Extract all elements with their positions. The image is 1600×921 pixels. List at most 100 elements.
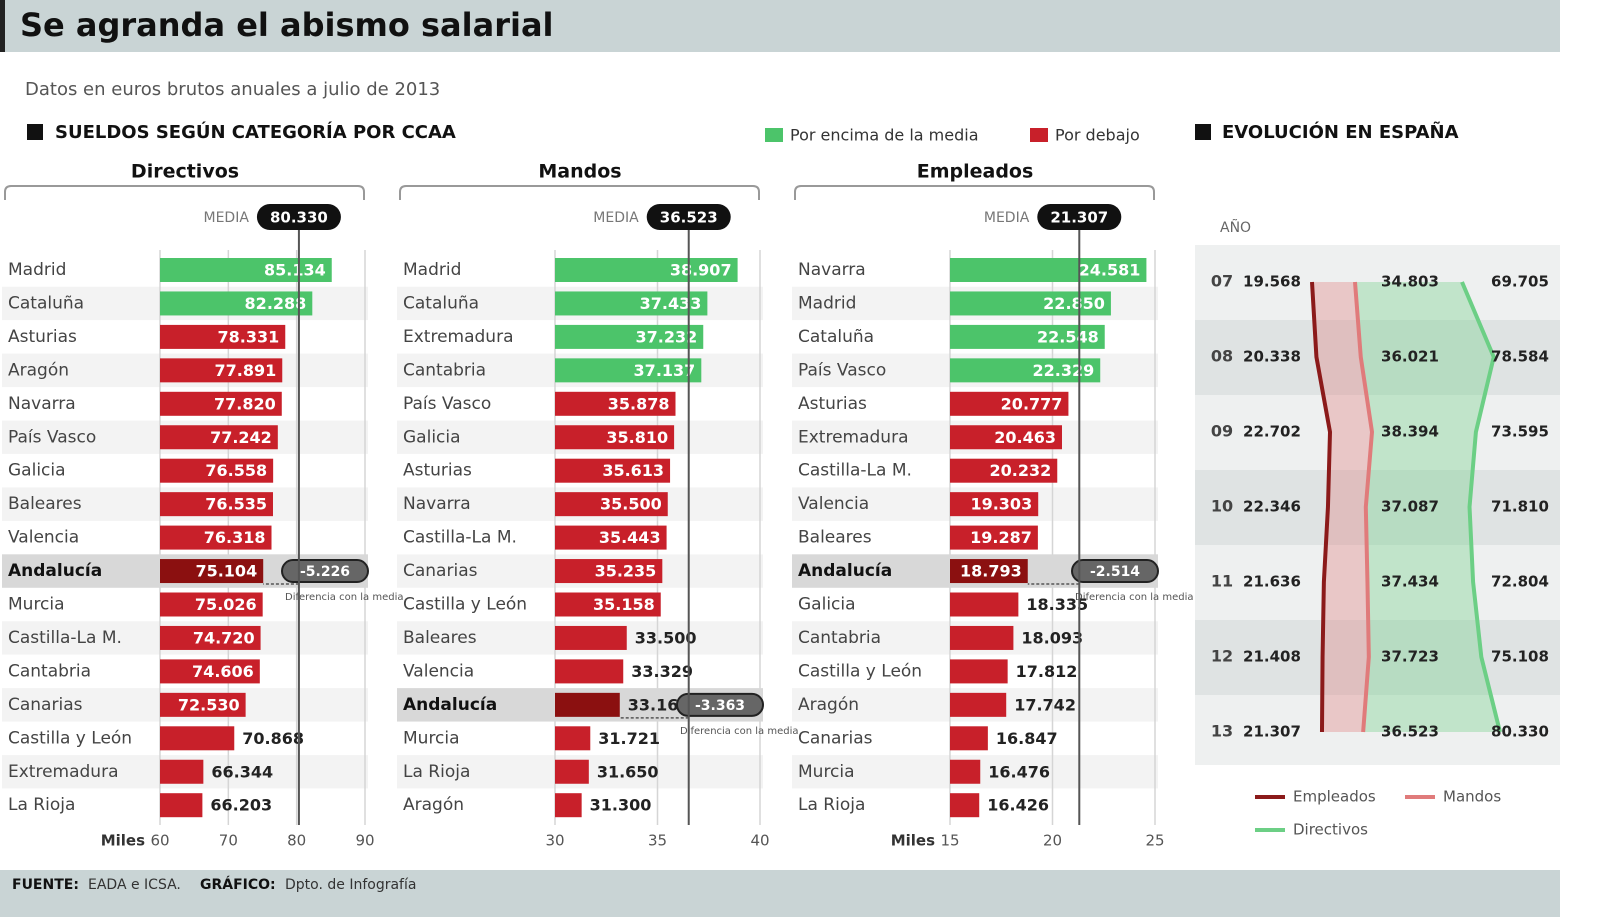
y-tick-label: 07 [1211, 272, 1233, 291]
category-label: Baleares [403, 628, 477, 648]
bar [160, 458, 274, 483]
category-label: País Vasco [798, 360, 886, 380]
category-label: Baleares [8, 494, 82, 514]
value-label: 35.613 [602, 461, 664, 480]
category-label: Navarra [798, 260, 866, 280]
value-label: 22.329 [1032, 361, 1094, 380]
legend-label: Empleados [1293, 788, 1376, 806]
series-line [1310, 281, 1333, 733]
category-label: Cantabria [8, 661, 91, 681]
category-label: Cataluña [403, 293, 479, 313]
value-label: 73.595 [1491, 423, 1549, 441]
category-label: Navarra [403, 494, 471, 514]
mean-label: 36.523 [660, 209, 718, 227]
x-tick-label: 40 [750, 832, 769, 850]
category-label: Aragón [403, 795, 464, 815]
category-label: Castilla-La M. [403, 528, 517, 548]
x-tick-label: 60 [150, 832, 169, 850]
category-label: Valencia [798, 494, 869, 514]
value-label: 16.847 [996, 729, 1058, 748]
row-stripe [1195, 620, 1560, 695]
category-label: Baleares [798, 528, 872, 548]
header-accent [0, 0, 5, 52]
x-tick-label: 20 [1043, 832, 1062, 850]
difference-label: -3.363 [695, 698, 745, 714]
bar [555, 258, 738, 282]
value-label: 35.878 [608, 394, 670, 413]
value-label: 19.303 [970, 495, 1032, 514]
bar [160, 659, 260, 684]
value-label: 74.720 [193, 628, 255, 647]
y-axis-label: AÑO [1220, 219, 1251, 236]
x-tick-label: 80 [287, 832, 306, 850]
category-label: Cataluña [8, 293, 84, 313]
category-label: Castilla-La M. [798, 461, 912, 481]
category-label: Andalucía [8, 561, 102, 581]
bar [950, 625, 1014, 650]
category-label: Extremadura [403, 327, 514, 347]
bar [555, 559, 663, 584]
value-label: 77.820 [214, 394, 276, 413]
category-label: País Vasco [8, 427, 96, 447]
category-label: Madrid [8, 260, 66, 280]
value-label: 21.636 [1243, 573, 1301, 591]
value-label: 37.434 [1381, 573, 1439, 591]
difference-pill [676, 692, 764, 717]
panel-title: Empleados [917, 161, 1034, 183]
category-label: Cantabria [403, 360, 486, 380]
y-tick-label: 09 [1211, 422, 1233, 441]
category-label: Canarias [403, 561, 478, 581]
value-label: 71.810 [1491, 498, 1549, 516]
y-tick-label: 13 [1211, 722, 1233, 741]
panel-bracket [794, 185, 1155, 200]
legend-label: Directivos [1293, 821, 1368, 839]
category-label: Asturias [403, 461, 472, 481]
value-label: 18.335 [1026, 595, 1088, 614]
value-label: 19.287 [970, 528, 1032, 547]
bar [160, 425, 278, 450]
value-label: 31.721 [598, 729, 660, 748]
x-tick-label: 30 [545, 832, 564, 850]
bar [950, 358, 1101, 383]
source: EADA e ICSA. [88, 877, 181, 893]
y-tick-label: 10 [1211, 497, 1233, 516]
difference-label: -5.226 [300, 564, 350, 580]
value-label: 37.723 [1381, 648, 1439, 666]
bar [555, 324, 704, 349]
difference-pill [281, 559, 369, 584]
row-stripe [1195, 470, 1560, 545]
category-label: Canarias [798, 728, 873, 748]
bar [160, 258, 332, 282]
category-label: Castilla-La M. [8, 628, 122, 648]
section-square [1195, 124, 1211, 140]
category-label: Navarra [8, 394, 76, 414]
credit-label: GRÁFICO: [200, 876, 276, 893]
value-label: 22.346 [1243, 498, 1301, 516]
x-axis-label: Miles [891, 832, 935, 850]
header-band [0, 0, 1560, 52]
value-label: 69.705 [1491, 273, 1549, 291]
legend-swatch [765, 128, 783, 142]
value-label: 75.108 [1491, 648, 1549, 666]
x-tick-label: 70 [219, 832, 238, 850]
value-label: 16.426 [987, 796, 1049, 815]
footer-band [0, 870, 1560, 917]
value-label: 16.476 [988, 762, 1050, 781]
value-label: 21.307 [1243, 723, 1301, 741]
value-label: 38.907 [670, 261, 732, 280]
category-label: Castilla y León [798, 661, 922, 681]
bar [555, 291, 708, 316]
category-label: Murcia [403, 728, 460, 748]
category-label: Asturias [798, 394, 867, 414]
category-label: País Vasco [403, 394, 491, 414]
difference-note: Diferencia con la media [680, 726, 798, 737]
legend-label: Por encima de la media [790, 126, 979, 145]
x-tick-label: 25 [1145, 832, 1164, 850]
value-label: 36.523 [1381, 723, 1439, 741]
category-label: Aragón [8, 360, 69, 380]
value-label: 76.535 [205, 495, 267, 514]
subtitle: Datos en euros brutos anuales a julio de… [25, 79, 440, 100]
mean-label: 80.330 [270, 209, 328, 227]
value-label: 35.235 [595, 562, 657, 581]
